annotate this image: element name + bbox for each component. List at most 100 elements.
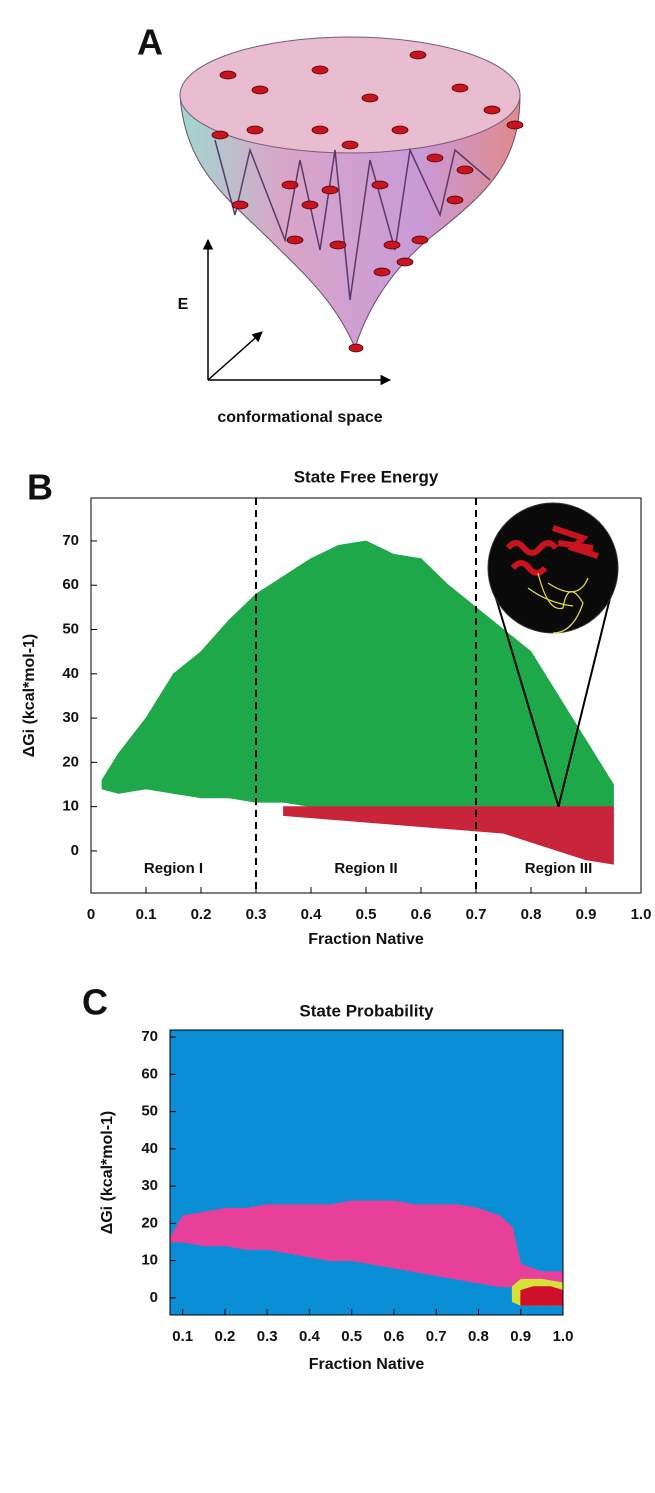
x-tick-label: 0.9 (510, 1328, 531, 1345)
y-tick-label: 50 (62, 620, 79, 637)
x-tick-label: 0.6 (411, 906, 432, 923)
x-tick-label: 0.4 (299, 1328, 321, 1345)
plot-area (101, 540, 614, 865)
chart-title: State Free Energy (294, 467, 439, 486)
range-band (182, 1211, 205, 1247)
range-band (200, 619, 229, 799)
energy-funnel (179, 36, 524, 353)
range-band (393, 806, 449, 830)
range-band (499, 1215, 513, 1288)
y-tick-label: 30 (141, 1177, 158, 1194)
range-band (533, 1286, 551, 1306)
range-band (224, 1208, 247, 1250)
y-tick-label: 10 (62, 798, 79, 815)
inset-pointer (495, 597, 560, 807)
x-tick-label: 0.7 (426, 1328, 447, 1345)
range-band (475, 606, 504, 808)
region-label: Region I (144, 860, 203, 877)
chart-title: State Probability (299, 1001, 434, 1020)
x-tick-label: 0.5 (341, 1328, 362, 1345)
range-band (478, 1207, 501, 1288)
x-tick-label: 0.8 (521, 906, 542, 923)
range-band (456, 1204, 479, 1284)
plot-frame (169, 1029, 564, 1316)
range-band (101, 752, 119, 794)
x-tick-label: 0.2 (191, 906, 212, 923)
range-band (503, 628, 532, 808)
inset-pointer (557, 597, 611, 807)
range-band (503, 806, 532, 843)
range-band (448, 584, 477, 808)
x-tick-label: 1.0 (631, 906, 652, 923)
range-band (351, 1200, 374, 1265)
x-tick-label: 0.4 (301, 906, 323, 923)
x-tick-label: 1.0 (553, 1328, 574, 1345)
y-tick-label: 60 (62, 576, 79, 593)
range-band (585, 806, 614, 865)
y-axis-label: E (178, 296, 189, 313)
range-band (287, 1204, 310, 1258)
plot-area (170, 1200, 563, 1306)
region-label: Region III (525, 860, 593, 877)
range-band (338, 540, 367, 808)
x-axis-label: Fraction Native (309, 1356, 425, 1373)
range-band (330, 1200, 353, 1262)
range-band (173, 650, 202, 799)
panel-label: A (137, 22, 163, 63)
y-tick-label: 20 (62, 753, 79, 770)
range-band (530, 806, 559, 852)
y-tick-label: 0 (150, 1289, 158, 1306)
range-band (393, 1200, 416, 1273)
y-axis-label: ΔGi (kcal*mol-1) (99, 1111, 116, 1235)
range-band (338, 806, 394, 825)
range-band (228, 593, 257, 803)
x-tick-label: 0.5 (356, 906, 377, 923)
y-tick-label: 40 (62, 665, 79, 682)
range-band (414, 1204, 437, 1276)
panel-label: C (82, 982, 108, 1023)
x-axis-label: conformational space (217, 409, 382, 426)
range-band (309, 1204, 331, 1262)
range-band (435, 1204, 458, 1280)
range-band (310, 544, 339, 808)
x-tick-label: 0 (87, 906, 95, 923)
protein-loops (527, 572, 589, 634)
y-tick-label: 30 (62, 709, 79, 726)
range-band (203, 1207, 226, 1247)
range-band (283, 806, 339, 821)
y-tick-label: 70 (141, 1028, 158, 1045)
range-band (283, 557, 312, 808)
x-tick-label: 0.6 (384, 1328, 405, 1345)
panel-label: B (27, 467, 53, 508)
y-tick-label: 0 (71, 842, 79, 859)
range-band (585, 738, 614, 808)
x-tick-label: 0.8 (468, 1328, 489, 1345)
x-tick-label: 0.9 (576, 906, 597, 923)
x-tick-label: 0.2 (215, 1328, 236, 1345)
range-band (372, 1200, 395, 1269)
axes-sketch (202, 238, 392, 386)
range-band (549, 1286, 563, 1306)
x-tick-label: 0.3 (246, 906, 267, 923)
range-band (558, 806, 587, 861)
x-tick-label: 0.1 (136, 906, 157, 923)
y-tick-label: 70 (62, 532, 79, 549)
range-band (520, 1286, 534, 1306)
y-tick-label: 20 (141, 1214, 158, 1231)
y-axis-label: ΔGi (kcal*mol-1) (21, 634, 38, 758)
y-tick-label: 50 (141, 1103, 158, 1120)
range-band (365, 540, 394, 808)
range-band (145, 672, 174, 794)
range-band (393, 553, 422, 808)
x-axis-label: Fraction Native (308, 931, 424, 948)
region-label: Region II (334, 860, 397, 877)
y-tick-label: 60 (141, 1065, 158, 1082)
protein-helix (505, 525, 599, 576)
range-band (245, 1204, 268, 1250)
x-tick-label: 0.1 (172, 1328, 193, 1345)
inset-structure (487, 502, 619, 634)
range-band (118, 716, 147, 794)
range-band (255, 575, 284, 803)
y-tick-label: 10 (141, 1252, 158, 1269)
